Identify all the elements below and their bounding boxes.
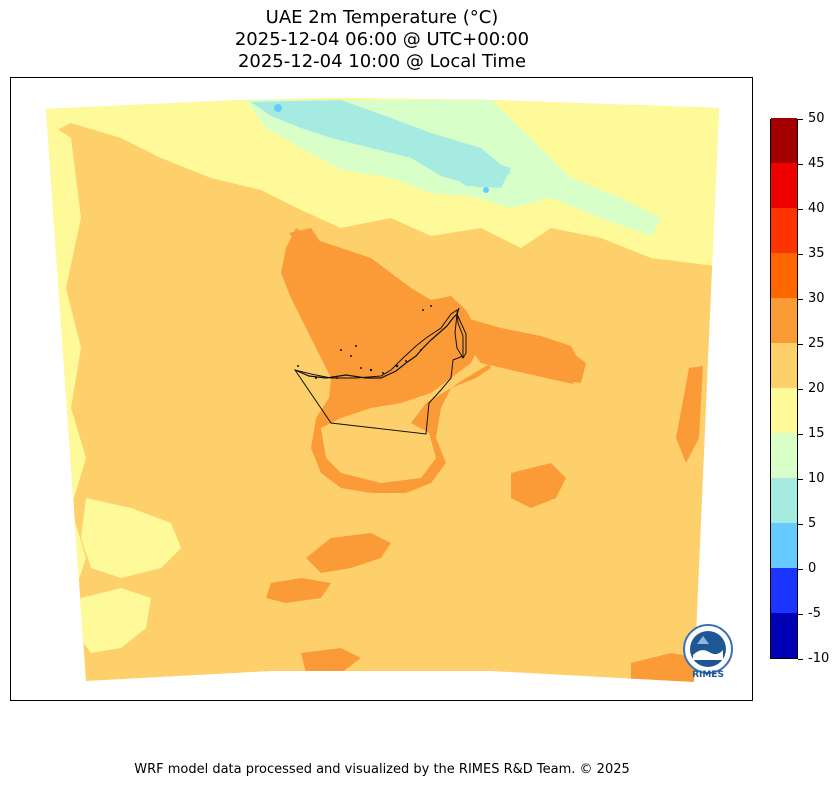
temperature-map — [46, 98, 719, 682]
colorbar — [770, 117, 798, 659]
colorbar-segment — [771, 162, 797, 208]
colorbar-tick-label: 45 — [808, 156, 825, 171]
uae-coastline — [294, 307, 460, 379]
colorbar-tick-label: 35 — [808, 246, 825, 261]
rimes-logo: RIMES — [679, 622, 737, 680]
colorbar-tick-label: 0 — [808, 561, 817, 576]
band-0-5-cell — [483, 187, 489, 193]
band-15-20-north — [46, 98, 719, 268]
band-25-30-south-4 — [301, 648, 361, 673]
band-15-20-southwest — [76, 588, 151, 653]
colorbar-tick-label: -5 — [808, 606, 821, 621]
band-25-30-gulf-east — [466, 318, 583, 384]
colorbar-tick-label: 5 — [808, 516, 817, 531]
colorbar-tick-label: 20 — [808, 381, 825, 396]
colorbar-tick-label: 10 — [808, 471, 825, 486]
map-panel: RIMES — [10, 77, 753, 701]
uae-border — [293, 309, 464, 435]
band-0-5-cell — [274, 104, 282, 112]
colorbar-tick — [798, 344, 803, 345]
colorbar-tick — [798, 614, 803, 615]
coastal-islands — [297, 305, 432, 379]
band-5-10-patch — [441, 158, 511, 188]
colorbar-segment — [771, 297, 797, 343]
colorbar-segment — [771, 342, 797, 388]
colorbar-segment — [771, 522, 797, 568]
band-25-30-central — [281, 228, 586, 493]
colorbar-tick — [798, 164, 803, 165]
colorbar-tick — [798, 119, 803, 120]
colorbar-segment — [771, 387, 797, 433]
colorbar-segment — [771, 117, 797, 163]
colorbar-tick-label: 50 — [808, 111, 825, 126]
colorbar-segment — [771, 567, 797, 613]
colorbar-tick-label: -10 — [808, 651, 830, 666]
band-25-30-north-cell — [289, 228, 321, 253]
colorbar-segment — [771, 432, 797, 478]
band-25-30-southeast — [631, 653, 701, 682]
colorbar-segment — [771, 252, 797, 298]
footer-credit: WRF model data processed and visualized … — [134, 762, 630, 777]
band-25-30-south-1 — [306, 533, 391, 573]
colorbar-tick — [798, 209, 803, 210]
colorbar-tick-label: 15 — [808, 426, 825, 441]
colorbar-segment — [771, 477, 797, 523]
band-15-20-west-lobe — [81, 498, 181, 578]
colorbar-tick — [798, 389, 803, 390]
map-title-line-2: 2025-12-04 06:00 @ UTC+00:00 — [234, 29, 530, 50]
colorbar-segment — [771, 207, 797, 253]
map-title-line-1: UAE 2m Temperature (°C) — [265, 7, 499, 28]
colorbar-tick — [798, 254, 803, 255]
colorbar-tick — [798, 299, 803, 300]
colorbar-tick — [798, 659, 803, 660]
colorbar-tick-label: 25 — [808, 336, 825, 351]
colorbar-tick — [798, 434, 803, 435]
band-25-30-south-3 — [511, 463, 566, 508]
colorbar-tick — [798, 479, 803, 480]
map-title-line-3: 2025-12-04 10:00 @ Local Time — [237, 51, 527, 72]
musandam-outline — [454, 312, 467, 359]
colorbar-tick-label: 30 — [808, 291, 825, 306]
colorbar-segment — [771, 612, 797, 658]
band-25-30-east-strip — [676, 366, 703, 463]
rimes-logo-text: RIMES — [692, 670, 724, 680]
band-5-10 — [251, 100, 511, 188]
colorbar-tick — [798, 569, 803, 570]
colorbar-tick-label: 40 — [808, 201, 825, 216]
colorbar-tick — [798, 524, 803, 525]
band-25-30-south-2 — [266, 578, 331, 603]
